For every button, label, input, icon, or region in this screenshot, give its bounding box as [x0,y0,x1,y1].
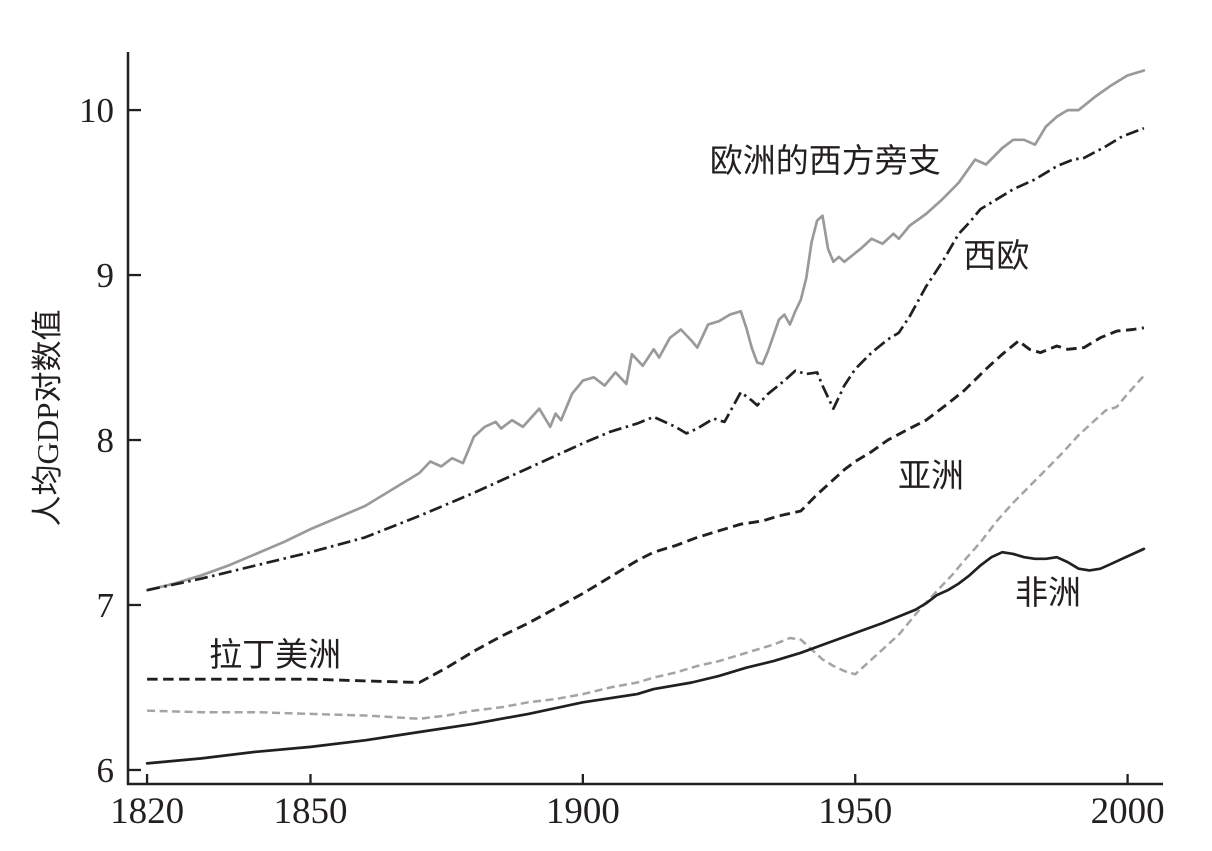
y-tick-label: 8 [97,421,115,460]
y-tick-label: 6 [97,751,115,790]
x-tick-label: 1900 [546,791,620,832]
series-label-western-europe: 西欧 [963,238,1029,275]
y-axis-title: 人均GDP对数值 [30,309,65,526]
series-label-africa: 非洲 [1015,576,1081,612]
series-line-western-offshoots [145,69,1146,592]
series-line-western-europe [146,126,1145,592]
y-tick-label: 9 [97,256,115,295]
series-label-latin-america: 拉丁美洲 [209,637,341,674]
x-tick-label: 2000 [1091,791,1165,832]
series-line-latin-america [147,326,1145,684]
x-tick-label: 1820 [110,791,184,832]
series-label-western-offshoots: 欧洲的西方旁支 [710,143,941,180]
y-tick-label: 7 [97,586,115,625]
y-tick-label: 10 [79,91,114,130]
series-line-asia [147,374,1145,721]
x-tick-label: 1850 [273,791,347,832]
series-line-africa [145,547,1146,765]
series-label-asia: 亚洲 [898,459,964,495]
x-tick-label: 1950 [818,791,892,832]
